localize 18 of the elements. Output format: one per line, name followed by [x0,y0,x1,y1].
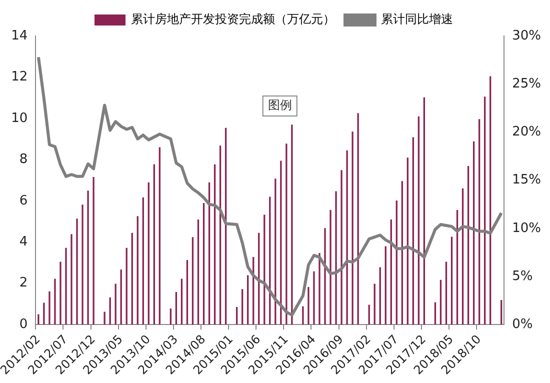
legend-label: 累计房地产开发投资完成额（万亿元） [131,12,335,26]
annotation: 图例 [268,98,292,112]
y-tick-label: 10 [11,110,28,126]
y-tick-label: 6 [19,193,28,208]
y-tick-label: 2 [19,276,28,291]
y2-tick-label: 0% [512,316,533,332]
y2-tick-label: 20% [512,124,542,140]
y2-tick-label: 10% [512,220,542,236]
y2-tick-label: 5% [512,268,533,284]
y2-tick-label: 25% [512,76,542,92]
y-tick-label: 0 [19,316,28,332]
y-tick-label: 8 [19,152,28,168]
y-tick-label: 12 [11,70,28,85]
y-tick-label: 4 [19,234,28,250]
legend-label: 累计同比增速 [381,12,453,26]
y2-tick-label: 30% [512,28,542,44]
y2-tick-label: 15% [512,172,542,188]
y-tick-label: 14 [11,28,28,44]
